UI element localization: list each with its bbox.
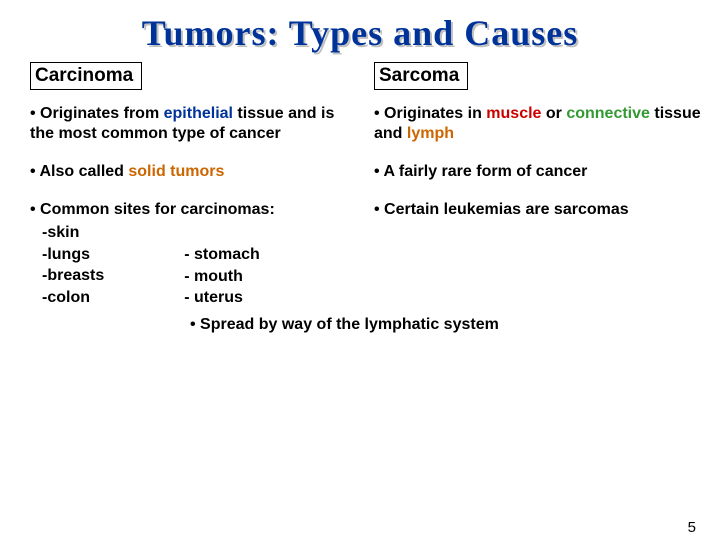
sites-lists: -skin -lungs -breasts -colon - stomach -…	[30, 222, 358, 309]
sites-col-a: -skin -lungs -breasts -colon	[30, 222, 104, 309]
carcinoma-column: Carcinoma • Originates from epithelial t…	[30, 62, 366, 309]
text: or	[541, 105, 566, 122]
site-item: -lungs	[42, 244, 104, 266]
carcinoma-sites: • Common sites for carcinomas: -skin -lu…	[30, 200, 358, 309]
lymph-highlight: lymph	[407, 125, 454, 142]
sarcoma-rare: • A fairly rare form of cancer	[374, 162, 702, 182]
spread-note: • Spread by way of the lymphatic system	[190, 315, 720, 335]
sarcoma-origin: • Originates in muscle or connective tis…	[374, 104, 702, 144]
text: • Originates in	[374, 105, 486, 122]
carcinoma-heading: Carcinoma	[30, 62, 142, 90]
muscle-highlight: muscle	[486, 105, 541, 122]
text: • Originates from	[30, 105, 164, 122]
carcinoma-solid-tumors: • Also called solid tumors	[30, 162, 358, 182]
sarcoma-heading: Sarcoma	[374, 62, 468, 90]
epithelial-highlight: epithelial	[164, 105, 233, 122]
slide-title: Tumors: Types and Causes	[0, 12, 720, 54]
site-item: -skin	[42, 222, 104, 244]
sarcoma-column: Sarcoma • Originates in muscle or connec…	[366, 62, 702, 309]
page-number: 5	[688, 519, 696, 536]
text: • Also called	[30, 163, 128, 180]
sites-intro: • Common sites for carcinomas:	[30, 200, 358, 220]
content-columns: Carcinoma • Originates from epithelial t…	[0, 62, 720, 309]
connective-highlight: connective	[566, 105, 650, 122]
sarcoma-leukemias: • Certain leukemias are sarcomas	[374, 200, 702, 220]
site-item: - mouth	[184, 266, 260, 288]
site-item: -colon	[42, 287, 104, 309]
site-item: -breasts	[42, 265, 104, 287]
carcinoma-origin: • Originates from epithelial tissue and …	[30, 104, 358, 144]
solid-tumors-highlight: solid tumors	[128, 163, 224, 180]
site-item: - uterus	[184, 287, 260, 309]
sites-col-b: - stomach - mouth - uterus	[134, 222, 260, 309]
site-item: - stomach	[184, 244, 260, 266]
